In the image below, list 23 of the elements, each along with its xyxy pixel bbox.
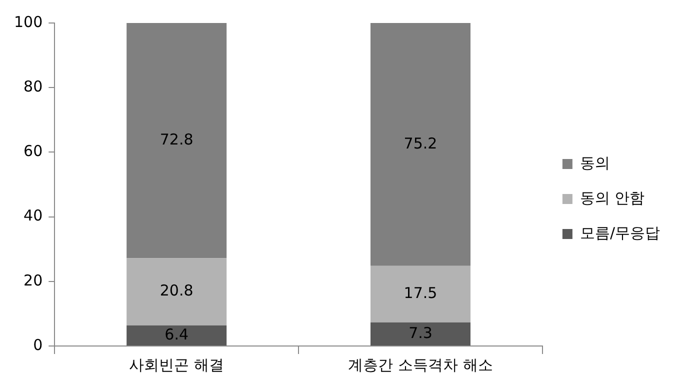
- data-label: 17.5: [404, 284, 438, 302]
- data-label: 75.2: [404, 134, 438, 152]
- legend-label: 동의: [580, 154, 610, 172]
- bar: [126, 23, 227, 258]
- data-label: 72.8: [160, 130, 194, 148]
- data-label: 7.3: [408, 324, 432, 342]
- bar: [126, 258, 227, 326]
- y-tick-label: 40: [24, 206, 43, 225]
- y-tick-label: 20: [24, 271, 43, 290]
- x-tick-label: 사회빈곤 해결: [129, 356, 224, 374]
- bar: [370, 266, 470, 322]
- legend-label: 동의 안함: [580, 188, 645, 207]
- y-tick-label: 0: [33, 336, 43, 354]
- x-tick-label: 계층간 소득격차 해소: [348, 356, 493, 374]
- y-tick-label: 60: [24, 142, 43, 160]
- bar: [126, 325, 227, 346]
- bar: [370, 322, 470, 346]
- bar: [370, 23, 470, 266]
- legend-label: 모름/무응답: [580, 224, 660, 242]
- y-tick-label: 100: [14, 12, 43, 31]
- data-label: 20.8: [160, 282, 194, 300]
- y-tick-label: 80: [24, 77, 43, 96]
- data-label: 6.4: [164, 325, 189, 344]
